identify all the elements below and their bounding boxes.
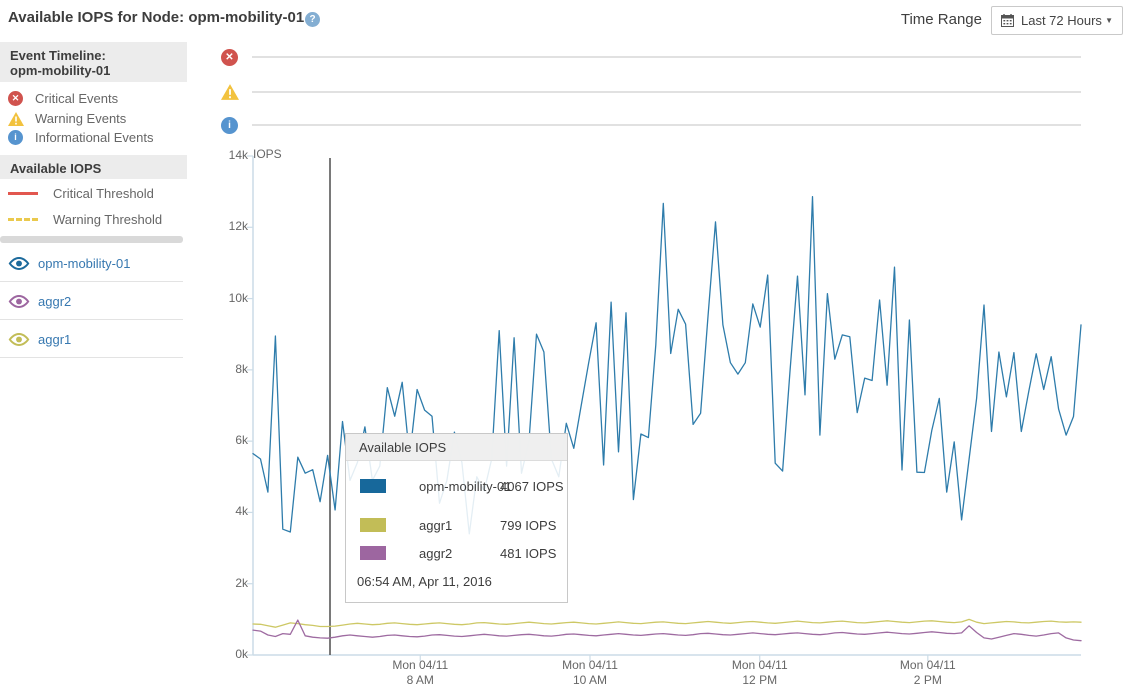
warning-event-icon	[221, 84, 239, 100]
iops-chart-plot[interactable]	[243, 150, 1083, 670]
series-name: aggr2	[419, 546, 453, 561]
legend-label: Critical Events	[35, 91, 119, 106]
warning-threshold-swatch	[8, 218, 38, 221]
y-tick-label: 0k	[235, 647, 248, 661]
x-tick-label: Mon 04/11 12 PM	[731, 658, 788, 686]
series-value: 799 IOPS	[500, 518, 557, 533]
series-link[interactable]: aggr2	[38, 293, 72, 309]
series-link[interactable]: opm-mobility-01	[38, 255, 131, 271]
time-range-label: Time Range	[900, 11, 982, 28]
event-timeline-title: Event Timeline:	[10, 48, 106, 63]
legend-label: Informational Events	[35, 130, 154, 145]
legend-warning-threshold: Warning Threshold	[8, 212, 162, 227]
divider	[0, 357, 183, 358]
informational-event-icon: i	[221, 117, 238, 134]
available-iops-header: Available IOPS	[0, 155, 187, 179]
y-tick-label: 8k	[235, 361, 248, 376]
series-swatch	[360, 546, 386, 560]
chart-tooltip: Available IOPS opm-mobility-01 4067 IOPS…	[345, 433, 568, 603]
legend-informational-events: i Informational Events	[8, 130, 154, 145]
eye-icon	[8, 294, 30, 308]
series-swatch	[360, 518, 386, 532]
event-timeline-header: Event Timeline: opm-mobility-01	[0, 42, 187, 82]
series-name: opm-mobility-01	[419, 479, 512, 494]
informational-event-icon: i	[8, 130, 23, 145]
warning-events-track	[252, 91, 1081, 93]
sidebar-divider-bar	[0, 236, 183, 243]
x-tick-label: Mon 04/11 8 AM	[392, 658, 449, 686]
legend-critical-events: ✕ Critical Events	[8, 91, 118, 106]
informational-events-track	[252, 124, 1081, 126]
time-range-value: Last 72 Hours	[1021, 13, 1102, 28]
sidebar-item-aggr1[interactable]: aggr1	[8, 328, 71, 350]
eye-icon	[8, 256, 30, 270]
series-swatch	[360, 479, 386, 493]
x-tick-label: Mon 04/11 2 PM	[899, 658, 956, 686]
series-link[interactable]: aggr1	[38, 331, 72, 347]
series-line-aggr1	[252, 618, 1082, 628]
sidebar-item-opm-mobility-01[interactable]: opm-mobility-01	[8, 252, 130, 274]
critical-threshold-swatch	[8, 192, 38, 195]
y-tick-label: 6k	[235, 433, 248, 448]
calendar-icon	[1001, 14, 1014, 27]
chevron-down-icon: ▼	[1105, 16, 1113, 25]
y-tick-label: 12k	[228, 219, 248, 234]
series-line-aggr2	[252, 619, 1082, 642]
page-title: Available IOPS for Node: opm-mobility-01	[8, 9, 305, 26]
warning-event-icon	[8, 111, 24, 126]
y-tick-label: 4k	[235, 504, 248, 519]
legend-label: Warning Events	[35, 111, 127, 126]
legend-label: Warning Threshold	[53, 212, 163, 227]
series-name: aggr1	[419, 518, 453, 533]
help-icon[interactable]: ?	[305, 12, 320, 27]
series-value: 481 IOPS	[500, 546, 557, 561]
x-tick-label: Mon 04/11 10 AM	[562, 658, 618, 686]
critical-event-icon: ✕	[221, 49, 238, 66]
sidebar-item-aggr2[interactable]: aggr2	[8, 290, 71, 312]
critical-events-track	[252, 56, 1081, 58]
legend-label: Critical Threshold	[53, 186, 154, 201]
event-timeline-node: opm-mobility-01	[10, 63, 111, 78]
y-tick-label: 14k	[228, 148, 248, 162]
critical-event-icon: ✕	[8, 91, 23, 106]
y-tick-label: 10k	[228, 290, 248, 305]
time-range-dropdown[interactable]: Last 72 Hours ▼	[991, 6, 1123, 35]
divider	[0, 281, 183, 282]
divider	[0, 319, 183, 320]
tooltip-title: Available IOPS	[346, 434, 567, 461]
y-axis-title: IOPS	[253, 147, 282, 161]
tooltip-timestamp: 06:54 AM, Apr 11, 2016	[357, 574, 492, 589]
series-line-opm-mobility-01	[252, 195, 1082, 535]
legend-critical-threshold: Critical Threshold	[8, 186, 154, 201]
legend-warning-events: Warning Events	[8, 111, 126, 126]
series-value: 4067 IOPS	[500, 479, 564, 494]
eye-icon	[8, 332, 30, 346]
y-tick-label: 2k	[235, 575, 248, 590]
